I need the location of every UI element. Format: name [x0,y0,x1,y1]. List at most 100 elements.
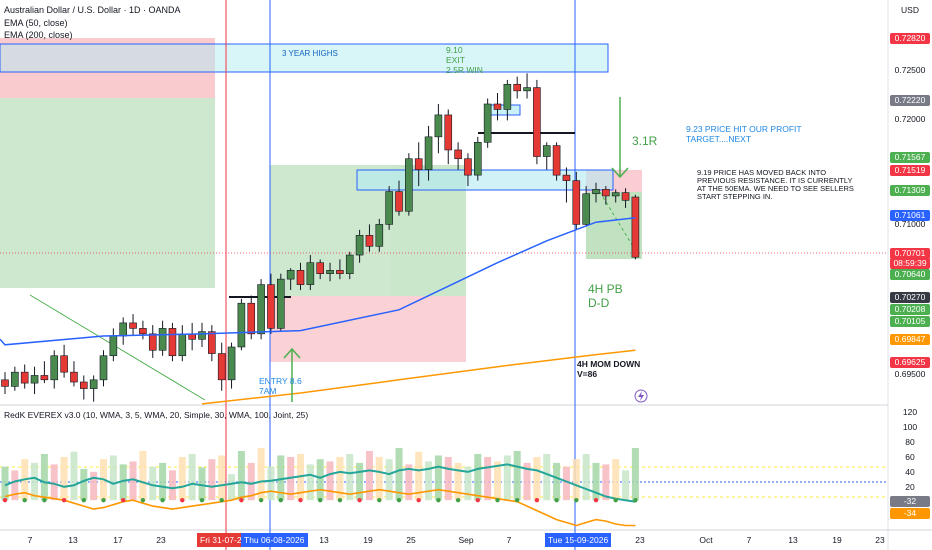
candle-down[interactable] [602,189,610,197]
year-highs-rectangle[interactable] [0,43,609,73]
candle-down[interactable] [148,333,157,351]
candle-up[interactable] [30,375,39,384]
ema-50-line[interactable] [0,217,636,346]
candle-up[interactable] [483,103,492,143]
candle-down[interactable] [139,328,147,335]
note-line-4[interactable]: START STEPPING IN. [697,192,773,201]
candle-down[interactable] [296,270,305,285]
exit-label-result[interactable]: 2.5R WIN [446,65,483,75]
pb-label-line2[interactable]: D-D [588,296,610,310]
down-arrow[interactable] [611,97,629,179]
symbol-title[interactable]: Australian Dollar / U.S. Dollar · 1D · O… [4,5,181,15]
candle-up[interactable] [286,270,295,280]
candle-down[interactable] [552,145,561,176]
last-price-tag[interactable]: 0.70701 [890,248,930,259]
candle-down[interactable] [454,149,462,160]
candle-down[interactable] [208,331,216,354]
candle-down[interactable] [464,158,472,176]
candle-up[interactable] [473,141,482,176]
candle-down[interactable] [80,381,88,389]
year-highs-label[interactable]: 3 YEAR HIGHS [282,49,338,58]
entry-label-line2[interactable]: 7AM [259,386,277,396]
candle-up[interactable] [158,328,167,351]
candle-down[interactable] [247,302,256,335]
candle-down[interactable] [267,284,275,329]
profit-label-line2[interactable]: TARGET....NEXT [686,134,752,144]
candle-down[interactable] [168,328,177,357]
price-tag-green[interactable]: 0.71567 [890,152,930,163]
currency-label[interactable]: USD [901,5,919,15]
candle-down[interactable] [316,262,325,274]
candle-up[interactable] [582,193,590,225]
pb-label-line1[interactable]: 4H PB [588,282,623,296]
date-tag-tue[interactable]: Tue 15-09-2026 [545,533,612,547]
r-multiple-label[interactable]: 3.1R [632,134,658,148]
entry-label-line1[interactable]: ENTRY 8.6 [259,376,302,386]
candle-down[interactable] [336,270,344,274]
note-line-1[interactable]: 9.19 PRICE HAS MOVED BACK INTO [697,168,827,177]
candle-down[interactable] [621,192,630,201]
candle-up[interactable] [326,270,334,274]
price-tag-red[interactable]: 0.69625 [890,357,930,368]
long-position-stop-zone[interactable] [270,296,466,362]
candle-down[interactable] [414,158,423,170]
candle-up[interactable] [50,355,59,381]
candle-up[interactable] [523,87,531,92]
candle-up[interactable] [592,189,600,195]
exit-label-text[interactable]: EXIT [446,55,465,65]
exit-label-date[interactable]: 9.10 [446,45,463,55]
price-tag-gray[interactable]: 0.72220 [890,95,930,106]
date-tag-thu[interactable]: Thu 06-08-2026 [241,533,308,547]
mom-label-line1[interactable]: 4H MOM DOWN [577,359,641,369]
candle-down[interactable] [60,355,68,373]
resistance-rectangle[interactable] [356,169,614,191]
price-tag-ema200[interactable]: 0.69847 [890,334,930,345]
candle-down[interactable] [20,371,29,384]
candle-down[interactable] [129,322,137,329]
candle-up[interactable] [345,254,354,274]
candle-down[interactable] [365,235,374,247]
candle-down[interactable] [444,114,453,151]
candle-up[interactable] [109,335,118,357]
candle-up[interactable] [257,284,265,335]
candle-up[interactable] [276,278,285,329]
ema-200-line[interactable] [201,349,636,405]
osc-tag-orange[interactable]: -34 [890,508,930,519]
candle-down[interactable] [562,174,571,181]
candle-up[interactable] [99,355,108,381]
candle-up[interactable] [89,379,98,389]
price-tag-green[interactable]: 0.70640 [890,269,930,280]
candle-down[interactable] [493,103,502,110]
candle-up[interactable] [503,83,512,110]
ema-50-legend[interactable]: EMA (50, close) [4,18,68,28]
candle-down[interactable] [217,353,226,381]
candle-up[interactable] [178,333,187,357]
price-tag-green[interactable]: 0.71309 [890,185,930,196]
candle-down[interactable] [1,379,9,387]
note-line-3[interactable]: AT THE 50EMA. WE NEED TO SEE SELLERS [697,184,854,193]
price-tag-ema50[interactable]: 0.71061 [890,210,930,221]
candle-up[interactable] [198,331,206,340]
candle-up[interactable] [424,136,433,170]
candle-up[interactable] [119,322,127,337]
candle-down[interactable] [513,83,522,92]
ema-200-legend[interactable]: EMA (200, close) [4,30,73,40]
note-line-2[interactable]: PREVIOUS RESISTANCE. IT IS CURRENTLY [697,176,853,185]
price-tag-dark[interactable]: 0.70270 [890,292,930,303]
profit-label-line1[interactable]: 9.23 PRICE HIT OUR PROFIT [686,124,802,134]
price-tag-green[interactable]: 0.70208 [890,304,930,315]
candle-down[interactable] [533,87,541,157]
candle-up[interactable] [385,191,393,225]
price-tag-red[interactable]: 0.71519 [890,165,930,176]
candle-down[interactable] [40,375,49,381]
candle-down[interactable] [395,191,403,212]
candle-down[interactable] [572,180,581,225]
candle-up[interactable] [542,145,551,157]
up-arrow[interactable] [283,347,301,402]
candle-down[interactable] [70,371,78,383]
lightning-icon[interactable] [634,389,648,403]
candle-up[interactable] [306,262,315,285]
osc-tag-gray[interactable]: -32 [890,496,930,507]
price-tag-green[interactable]: 0.70105 [890,316,930,327]
